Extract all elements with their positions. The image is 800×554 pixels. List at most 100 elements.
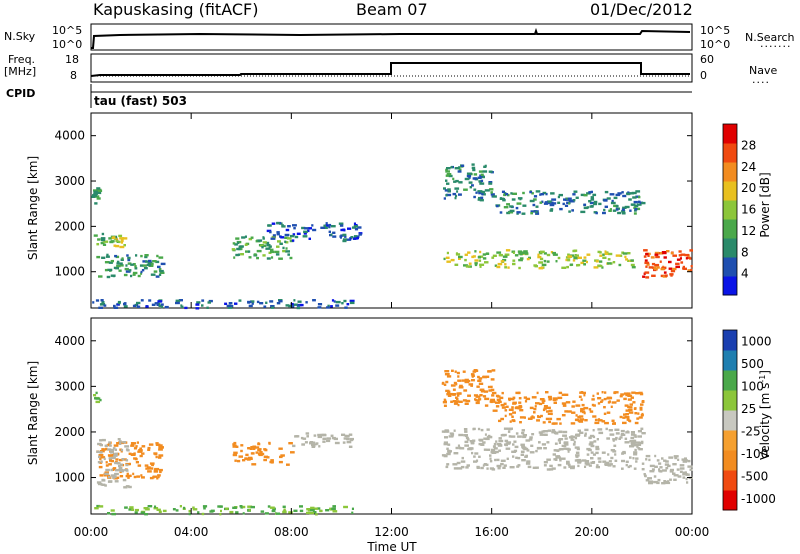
scatter-cell	[549, 464, 553, 468]
scatter-cell	[584, 419, 588, 422]
scatter-cell	[586, 447, 591, 451]
scatter-cell	[94, 507, 99, 510]
scatter-cell	[503, 192, 507, 195]
xtick-label: 08:00	[274, 525, 309, 539]
scatter-cell	[556, 417, 561, 421]
scatter-cell	[550, 208, 554, 211]
scatter-cell	[478, 442, 483, 446]
scatter-cell	[260, 244, 264, 247]
scatter-cell	[158, 273, 162, 276]
scatter-cell	[509, 209, 515, 213]
scatter-cell	[326, 437, 331, 440]
scatter-cell	[335, 304, 340, 307]
scatter-cell	[96, 450, 100, 453]
scatter-cell	[554, 458, 558, 461]
scatter-cell	[492, 195, 497, 198]
scatter-cell	[286, 237, 292, 240]
scatter-cell	[648, 481, 653, 485]
scatter-cell	[474, 398, 477, 401]
scatter-cell	[162, 509, 167, 513]
scatter-cell	[285, 304, 290, 307]
scatter-cell	[130, 444, 135, 447]
scatter-cell	[614, 453, 617, 456]
scatter-cell	[543, 447, 547, 450]
scatter-cell	[447, 451, 451, 454]
scatter-cell	[663, 271, 667, 274]
scatter-cell	[148, 299, 152, 302]
scatter-cell	[625, 463, 628, 467]
scatter-cell	[110, 468, 113, 472]
scatter-cell	[627, 465, 630, 469]
scatter-cell	[285, 250, 290, 253]
scatter-cell	[272, 234, 276, 237]
scatter-cell	[116, 442, 120, 445]
scatter-cell	[282, 246, 285, 250]
scatter-cell	[184, 306, 188, 310]
scatter-cell	[630, 396, 634, 399]
scatter-cell	[134, 265, 137, 268]
scatter-cell	[259, 452, 265, 456]
scatter-cell	[496, 265, 501, 269]
scatter-cell	[590, 451, 594, 454]
scatter-cell	[92, 301, 95, 304]
scatter-cell	[458, 386, 464, 389]
scatter-cell	[334, 441, 340, 445]
scatter-cell	[285, 228, 290, 232]
scatter-cell	[545, 417, 550, 421]
scatter-cell	[532, 466, 537, 469]
scatter-cell	[207, 301, 211, 304]
scatter-cell	[304, 441, 308, 444]
scatter-cell	[119, 245, 125, 249]
scatter-cell	[445, 168, 448, 172]
scatter-cell	[258, 448, 262, 451]
scatter-cell	[542, 191, 547, 195]
scatter-cell	[632, 196, 637, 199]
scatter-cell	[493, 442, 497, 446]
scatter-cell	[621, 210, 626, 213]
scatter-cell	[670, 252, 674, 255]
scatter-cell	[619, 415, 623, 419]
scatter-cell	[632, 439, 636, 443]
scatter-cell	[637, 435, 642, 438]
scatter-cell	[139, 454, 143, 458]
scatter-cell	[260, 510, 265, 513]
scatter-cell	[136, 441, 139, 444]
scatter-cell	[549, 209, 553, 212]
scatter-cell	[324, 226, 328, 229]
scatter-cell	[557, 201, 561, 204]
scatter-cell	[580, 261, 585, 265]
colorbar-segment	[723, 470, 737, 491]
scatter-cell	[353, 225, 359, 228]
scatter-cell	[101, 301, 105, 304]
scatter-cell	[265, 301, 268, 304]
scatter-cell	[100, 456, 106, 459]
scatter-cell	[571, 209, 574, 212]
scatter-cell	[452, 463, 458, 466]
scatter-cell	[646, 263, 650, 266]
scatter-cell	[506, 193, 510, 197]
scatter-cell	[454, 196, 457, 200]
scatter-cell	[480, 466, 484, 470]
scatter-cell	[597, 397, 602, 400]
scatter-cell	[679, 257, 682, 260]
scatter-cell	[450, 384, 456, 387]
cpid-text: tau (fast) 503	[94, 94, 187, 108]
scatter-cell	[464, 258, 467, 262]
scatter-cell	[484, 390, 489, 393]
scatter-cell	[460, 164, 465, 167]
scatter-cell	[577, 263, 581, 267]
scatter-cell	[249, 447, 253, 450]
scatter-cell	[628, 406, 633, 409]
scatter-cell	[155, 260, 160, 264]
scatter-cell	[93, 394, 97, 397]
scatter-cell	[256, 249, 262, 253]
scatter-cell	[270, 461, 274, 464]
colorbar-segment	[723, 410, 737, 431]
scatter-cell	[457, 403, 460, 407]
scatter-cell	[561, 444, 567, 448]
scatter-cell	[132, 271, 138, 275]
scatter-cell	[552, 397, 558, 400]
scatter-cell	[634, 209, 637, 212]
scatter-cell	[101, 256, 106, 259]
scatter-cell	[144, 254, 149, 257]
